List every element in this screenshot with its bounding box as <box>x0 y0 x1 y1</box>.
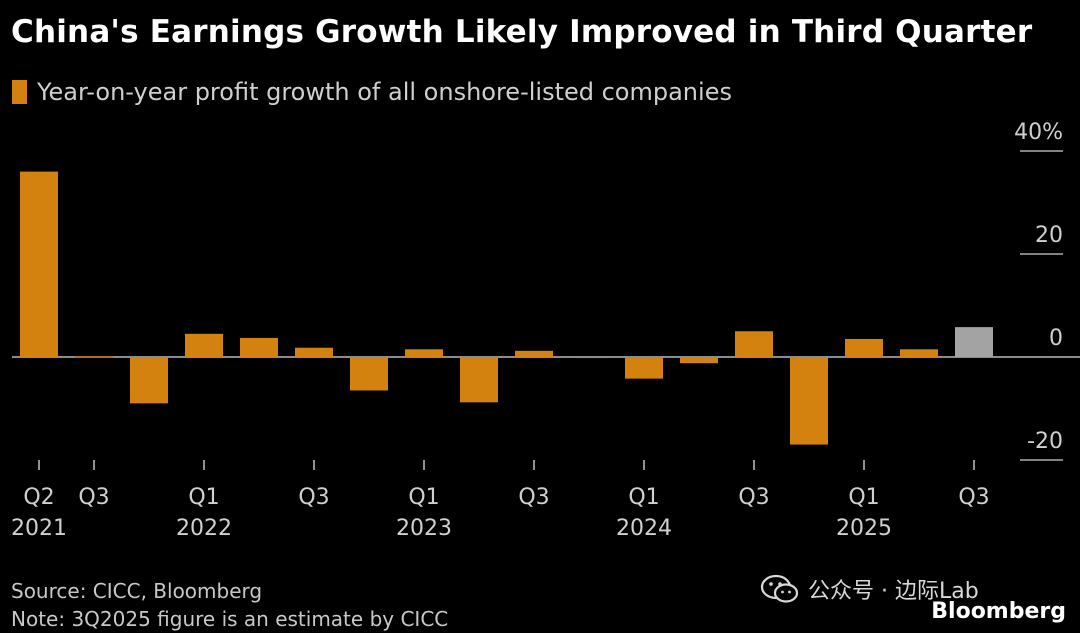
bar <box>570 357 608 359</box>
y-tick-label: 20 <box>1035 223 1063 248</box>
x-year-label: 2021 <box>11 516 67 541</box>
footer: Source: CICC, Bloomberg Note: 3Q2025 fig… <box>11 577 448 633</box>
x-tick-label: Q1 <box>188 485 219 510</box>
bar <box>295 347 333 357</box>
watermark: 公众号 · 边际Lab <box>760 573 979 605</box>
y-tick-label: 0 <box>1049 326 1063 351</box>
x-tick-label: Q1 <box>628 485 659 510</box>
bar <box>405 349 443 357</box>
bar <box>460 357 498 403</box>
bar <box>845 338 883 357</box>
bar <box>185 333 223 357</box>
x-tick-label: Q3 <box>78 485 109 510</box>
x-tick-label: Q3 <box>738 485 769 510</box>
estimate-note: Note: 3Q2025 figure is an estimate by CI… <box>11 607 449 631</box>
bar <box>20 171 58 357</box>
x-year-label: 2025 <box>836 516 892 541</box>
bar <box>790 357 828 445</box>
x-year-label: 2023 <box>396 516 452 541</box>
bar <box>240 337 278 357</box>
legend-label: Year-on-year profit growth of all onshor… <box>37 78 732 106</box>
x-tick-label: Q3 <box>518 485 549 510</box>
x-axis: Q2 2021 Q3 Q1 2022 Q3 Q1 2023 Q3 Q1 2024 Q3 Q1 2025 Q3 <box>11 460 990 541</box>
y-tick-label: -20 <box>1027 429 1063 454</box>
x-year-label: 2022 <box>176 516 232 541</box>
legend-swatch <box>12 80 27 104</box>
bar <box>75 356 113 358</box>
y-tick-label: 40% <box>1014 120 1063 145</box>
bar <box>515 350 553 357</box>
bar <box>680 357 718 364</box>
watermark-text: 公众号 · 边际Lab <box>808 579 979 604</box>
x-tick-label: Q3 <box>958 485 989 510</box>
bar <box>625 357 663 379</box>
chart-title: China's Earnings Growth Likely Improved … <box>11 14 1033 50</box>
source-note: Source: CICC, Bloomberg <box>11 579 263 603</box>
x-tick-label: Q2 <box>23 485 54 510</box>
bar <box>350 357 388 391</box>
bar <box>900 349 938 357</box>
x-tick-label: Q1 <box>408 485 439 510</box>
wechat-icon <box>760 574 799 603</box>
bar <box>735 331 773 357</box>
bloomberg-logo: Bloomberg <box>931 599 1066 624</box>
x-tick-label: Q3 <box>298 485 329 510</box>
legend: Year-on-year profit growth of all onshor… <box>12 78 732 106</box>
x-year-label: 2024 <box>616 516 672 541</box>
y-gridlines: 40% 20 0 -20 <box>12 120 1080 461</box>
bar <box>130 357 168 404</box>
bars <box>20 171 993 445</box>
x-tick-label: Q1 <box>848 485 879 510</box>
estimate-bar <box>955 327 993 357</box>
